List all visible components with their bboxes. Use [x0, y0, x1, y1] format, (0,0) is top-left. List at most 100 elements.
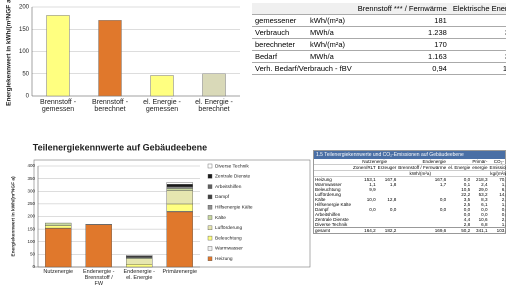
x-tick-label: Brennstoff - gemessen — [39, 99, 77, 114]
table-value: 2,4 — [481, 182, 488, 187]
column-header: Erzeuger — [376, 164, 398, 171]
y-tick-label: 100 — [19, 49, 30, 55]
table-value: 218,3 — [476, 177, 488, 182]
table-value: 0,0 — [481, 212, 488, 217]
table-value: 1,1 — [369, 182, 376, 187]
row-label: Bedarf — [252, 50, 308, 63]
x-tick-label: Endenergie - el. Energie — [123, 269, 156, 281]
y-tick-label: 0 — [32, 264, 35, 269]
table-value: 2,8 — [501, 217, 506, 222]
y-tick-label: 150 — [19, 27, 30, 33]
table-value: 9,9 — [369, 187, 376, 192]
table-value: 0,0 — [481, 207, 488, 212]
table-value: 341,1 — [471, 227, 489, 233]
row-label: Verbrauch — [252, 26, 308, 39]
column-header: el. Energie — [447, 164, 472, 171]
table-value: 1,8 — [389, 182, 397, 187]
x-tick-label: Nutzenergie — [43, 269, 74, 275]
bar-segment — [166, 186, 193, 189]
bar-segment — [126, 255, 153, 257]
bar — [98, 20, 122, 97]
table-value: 6,1 — [481, 202, 488, 207]
table-value: 4,4 — [463, 217, 471, 222]
table-value: 182,2 — [376, 227, 398, 233]
row-label: Arbeitshilfen — [315, 212, 341, 217]
table-value: 10,0 — [366, 197, 376, 202]
header-cell — [314, 159, 353, 165]
table-row: Warmwasser 1,1 1,8 1,7 0,1 2,4 1,1 — [314, 182, 506, 187]
column-header: energie — [471, 164, 489, 171]
table-value: 53,2 — [478, 192, 488, 197]
y-tick-label: 250 — [27, 201, 35, 206]
table-value: 3,5 — [463, 197, 471, 202]
table-row: Kälte 10,0 12,8 0,0 3,5 8,3 2,2 — [314, 197, 506, 202]
legend-swatch — [207, 163, 213, 169]
table-value: 164,2 — [352, 227, 377, 233]
table-value: 0,0 — [369, 207, 376, 212]
legend-label: Diverse Technik — [215, 163, 249, 169]
row-label: Diverse Technik — [315, 222, 348, 227]
table-value: 12,8 — [387, 197, 397, 202]
bar-segment — [166, 203, 193, 212]
table-row: Hilfsenergie Kälte 2,5 6,1 1,5 — [314, 202, 506, 207]
y-tick-label: 0 — [26, 94, 30, 100]
column-header: Brennstoff *** / Fernwärme — [354, 3, 450, 15]
table-value: 22,2 — [461, 192, 471, 197]
table-value: 0,0 — [463, 177, 471, 182]
table-value: 0,94 — [354, 62, 450, 75]
detail-table: Nutzenergie Endenergie Primär- CO₂- Zonen/RL… — [314, 159, 506, 233]
table-value: 6,8 — [481, 222, 488, 227]
x-tick-label: el. Energie - berechnet — [195, 99, 233, 114]
legend-label: Dampf — [215, 194, 230, 200]
table-value: 181 — [354, 14, 450, 27]
table-row: Beleuchtung 9,9 10,5 29,0 6,7 — [314, 187, 506, 192]
bar-segment — [45, 228, 72, 268]
column-group-header: Primär- — [471, 159, 489, 165]
row-label: Beleuchtung — [315, 187, 341, 192]
table-value: 10,5 — [461, 187, 471, 192]
table-value: 0,0 — [439, 197, 447, 202]
table-row: Arbeitshilfen 0,0 0,0 0,0 — [314, 212, 506, 217]
row-label: Warmwasser — [315, 182, 342, 187]
bar-segment — [126, 258, 153, 265]
legend-swatch — [207, 215, 213, 220]
row-label: Zentrale Dienste — [315, 217, 349, 222]
header-row: Nutzenergie Endenergie Primär- CO₂- — [314, 159, 506, 165]
legend-swatch — [207, 184, 213, 189]
legend-label: Zentrale Dienste — [215, 174, 251, 180]
row-label: Hilfsenergie Kälte — [315, 202, 352, 207]
y-tick-label: 100 — [27, 239, 35, 244]
header-cell — [314, 164, 353, 171]
legend-label: Lufförderung — [215, 225, 242, 231]
y-tick-label: 50 — [22, 71, 29, 77]
bar-segment — [45, 222, 72, 226]
bar-segment — [166, 184, 193, 188]
table-value: 46 — [449, 14, 506, 27]
y-tick-label: 150 — [27, 226, 35, 231]
y-tick-label: 200 — [27, 214, 35, 219]
table-value: 1,10 — [449, 62, 506, 75]
x-tick-label: Primärenergie — [162, 269, 198, 275]
legend-label: Beleuchtung — [215, 235, 242, 241]
summary-table: Brennstoff *** / Fernwärme Elektrische En… — [252, 3, 506, 75]
bar — [46, 15, 70, 97]
bar-segment — [166, 188, 193, 191]
row-label: gemessener — [252, 14, 308, 27]
table-value: 345 — [449, 50, 506, 63]
row-label: Verh. Bedarf/Verbrauch - fBV — [252, 62, 355, 75]
unit: kg/(m²a) — [488, 170, 506, 177]
table-value: 2,8 — [463, 222, 471, 227]
table-value: 313 — [449, 26, 506, 39]
table-value: 0,0 — [501, 212, 506, 217]
legend-label: Arbeitshilfen — [215, 184, 242, 190]
bar-segment — [85, 224, 112, 268]
bar-segment — [45, 225, 72, 229]
row-label: gesamt — [314, 227, 353, 233]
header-cell — [314, 170, 353, 177]
bar-segment — [126, 264, 153, 268]
x-tick-label: el. Energie - gemessen — [143, 99, 181, 114]
